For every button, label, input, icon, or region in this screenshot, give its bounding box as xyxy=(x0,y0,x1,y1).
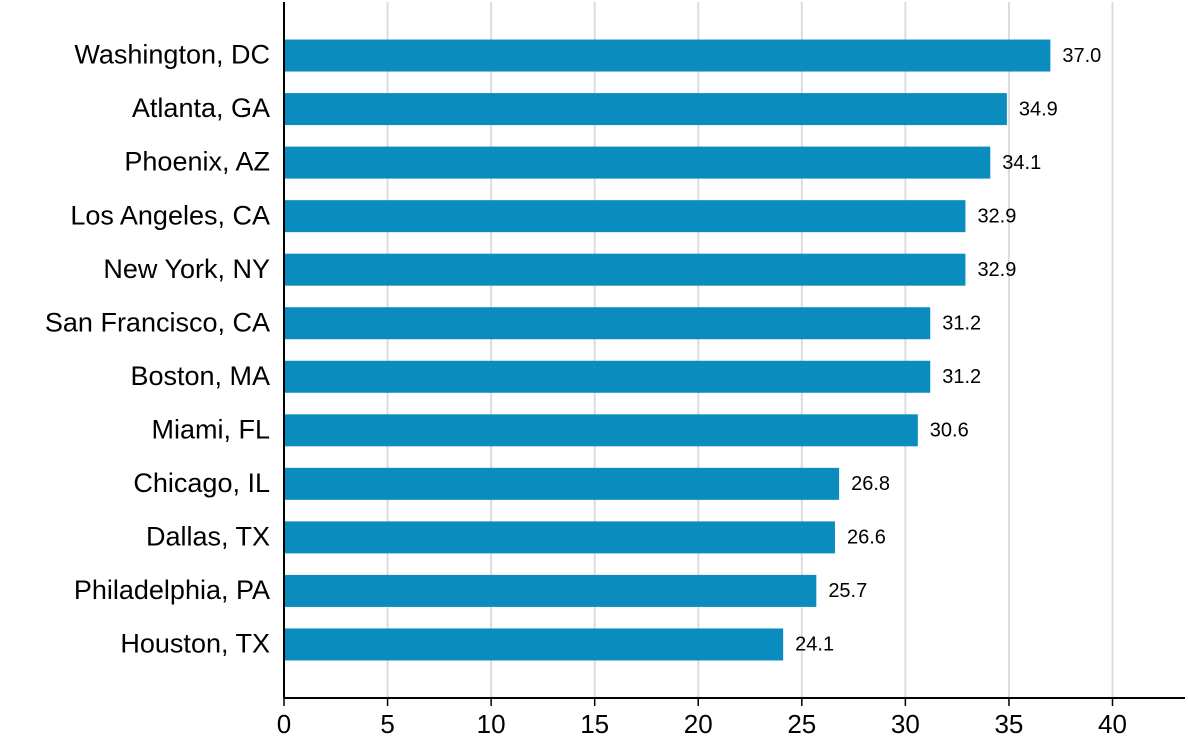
y-tick-label: Phoenix, AZ xyxy=(124,147,270,177)
y-tick-label: Boston, MA xyxy=(130,361,270,391)
value-label: 34.9 xyxy=(1019,98,1058,120)
x-tick-label: 25 xyxy=(787,709,816,739)
x-tick-label: 30 xyxy=(891,709,920,739)
y-tick-label: San Francisco, CA xyxy=(45,307,270,337)
y-tick-label: Los Angeles, CA xyxy=(70,200,270,230)
bar xyxy=(284,521,835,554)
value-label: 31.2 xyxy=(942,366,981,388)
bar xyxy=(284,93,1007,126)
value-label: 26.6 xyxy=(847,527,886,549)
value-label: 32.9 xyxy=(977,205,1016,227)
bar xyxy=(284,146,991,179)
bar xyxy=(284,307,931,340)
value-label: 26.8 xyxy=(851,473,890,495)
bar xyxy=(284,414,918,447)
x-tick-label: 35 xyxy=(994,709,1023,739)
y-tick-label: Washington, DC xyxy=(74,40,270,70)
value-label: 30.6 xyxy=(930,420,969,442)
value-label: 24.1 xyxy=(795,634,834,656)
x-tick-label: 0 xyxy=(277,709,291,739)
y-tick-label: Miami, FL xyxy=(151,414,270,444)
bar xyxy=(284,200,966,233)
y-tick-label: Houston, TX xyxy=(120,629,270,659)
y-tick-label: Philadelphia, PA xyxy=(74,575,270,605)
bar xyxy=(284,360,931,393)
value-label: 34.1 xyxy=(1002,152,1041,174)
x-tick-label: 40 xyxy=(1098,709,1127,739)
x-tick-label: 20 xyxy=(684,709,713,739)
bar xyxy=(284,467,840,500)
value-label: 31.2 xyxy=(942,313,981,335)
y-tick-label: New York, NY xyxy=(103,254,270,284)
x-tick-label: 15 xyxy=(580,709,609,739)
x-tick-label: 10 xyxy=(477,709,506,739)
bar xyxy=(284,253,966,286)
y-tick-label: Atlanta, GA xyxy=(132,93,270,123)
bar xyxy=(284,39,1051,72)
bar xyxy=(284,574,817,607)
y-tick-label: Dallas, TX xyxy=(146,522,270,552)
value-label: 32.9 xyxy=(977,259,1016,281)
bar xyxy=(284,628,784,661)
value-label: 37.0 xyxy=(1062,45,1101,67)
value-label: 25.7 xyxy=(828,580,867,602)
x-tick-label: 5 xyxy=(380,709,394,739)
y-tick-label: Chicago, IL xyxy=(133,468,270,498)
